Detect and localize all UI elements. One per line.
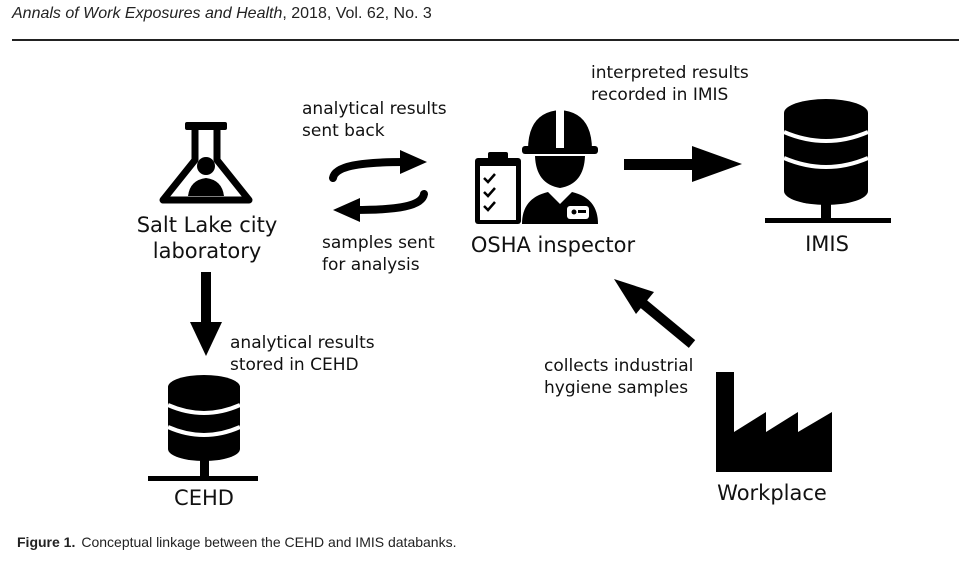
imis-database-icon [765,99,891,223]
collects-label-line1: collects industrial [544,356,694,376]
sent-back-label-line1: analytical results [302,99,447,119]
collects-label-line2: hygiene samples [544,378,689,398]
factory-icon [716,372,832,472]
cehd-label: CEHD [174,486,234,510]
running-header: Annals of Work Exposures and Health, 201… [12,5,432,23]
header-rule [12,39,959,41]
recorded-label-line2: recorded in IMIS [591,85,729,105]
arrow-to-inspector [614,279,696,348]
recorded-label: interpreted results recorded in IMIS [591,62,749,106]
journal-citation: , 2018, Vol. 62, No. 3 [282,5,432,22]
inspector-icon [475,108,598,224]
journal-title: Annals of Work Exposures and Health [12,5,283,22]
arrow-to-cehd [190,272,222,356]
arrow-to-imis [624,146,742,182]
workplace-label: Workplace [717,481,827,505]
caption-text: Conceptual linkage between the CEHD and … [81,534,457,550]
laboratory-label-line1: Salt Lake city [136,213,278,237]
flask-icon [159,122,253,204]
osha-inspector-label: OSHA inspector [470,233,636,257]
stored-label: analytical results stored in CEHD [230,332,375,376]
samples-sent-label: samples sent for analysis [322,232,435,276]
samples-sent-label-line2: for analysis [322,255,420,275]
recorded-label-line1: interpreted results [591,63,749,83]
figure-label: Figure 1. [17,534,76,550]
exchange-arrows-icon [329,150,428,222]
cehd-database-icon [148,375,258,481]
samples-sent-label-line1: samples sent [322,233,435,253]
figure-caption: Figure 1. Conceptual linkage between the … [17,534,456,550]
laboratory-label-line2: laboratory [152,239,262,263]
collects-label: collects industrial hygiene samples [544,355,693,399]
stored-label-line1: analytical results [230,333,375,353]
imis-label: IMIS [805,232,849,256]
sent-back-label-line2: sent back [302,121,385,141]
laboratory-label: Salt Lake city laboratory [128,212,286,264]
stored-label-line2: stored in CEHD [230,355,359,375]
sent-back-label: analytical results sent back [302,98,447,142]
